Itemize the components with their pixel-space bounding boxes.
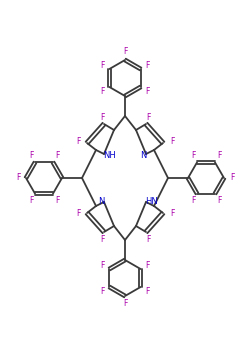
Text: F: F xyxy=(145,61,150,70)
Text: F: F xyxy=(217,196,221,205)
Text: F: F xyxy=(100,234,104,244)
Text: F: F xyxy=(170,138,174,147)
Text: F: F xyxy=(230,174,234,182)
Text: F: F xyxy=(55,151,59,160)
Text: F: F xyxy=(76,210,80,218)
Text: F: F xyxy=(170,210,174,218)
Text: F: F xyxy=(123,300,127,308)
Text: F: F xyxy=(191,196,195,205)
Text: F: F xyxy=(55,196,59,205)
Text: F: F xyxy=(100,61,105,70)
Text: F: F xyxy=(100,112,104,121)
Text: HN: HN xyxy=(144,196,158,205)
Text: F: F xyxy=(145,86,150,96)
Text: F: F xyxy=(217,151,221,160)
Text: N: N xyxy=(98,196,104,205)
Text: F: F xyxy=(100,287,105,295)
Text: F: F xyxy=(146,234,150,244)
Text: F: F xyxy=(76,138,80,147)
Text: F: F xyxy=(29,196,33,205)
Text: N: N xyxy=(140,150,146,160)
Text: F: F xyxy=(123,48,127,56)
Text: F: F xyxy=(145,287,150,295)
Text: F: F xyxy=(100,260,105,270)
Text: F: F xyxy=(145,260,150,270)
Text: F: F xyxy=(191,151,195,160)
Text: NH: NH xyxy=(103,150,116,160)
Text: F: F xyxy=(29,151,33,160)
Text: F: F xyxy=(146,112,150,121)
Text: F: F xyxy=(16,174,20,182)
Text: F: F xyxy=(100,86,105,96)
